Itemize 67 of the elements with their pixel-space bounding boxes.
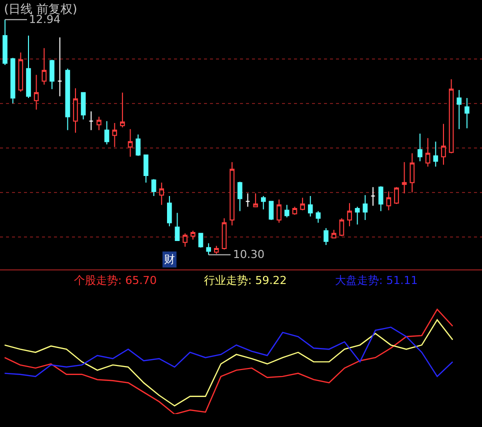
candlestick [378,186,384,212]
candlestick [339,218,344,237]
candlestick [260,195,266,210]
candlestick [151,178,156,196]
candlestick [80,92,86,120]
candlestick [190,230,196,240]
candlestick [10,57,16,104]
candlestick [128,128,133,158]
candlestick [18,52,24,92]
candlestick [418,133,422,162]
candlestick [464,98,470,129]
annotation: 10.30 [233,248,264,261]
candlestick [182,232,188,248]
candlestick [331,229,336,238]
candlestick [206,242,211,256]
candlestick [456,89,462,130]
candlestick [308,195,313,217]
candlestick [402,162,407,194]
candlestick [214,245,219,254]
candlestick [276,199,282,224]
candlestick [448,78,454,154]
candlestick [230,162,234,226]
candlestick [316,210,321,224]
candlestick [253,192,258,208]
candlestick [159,182,164,206]
candlestick [198,232,204,248]
candlestick [300,197,305,211]
text: 大盘走势: 51.11 [335,274,418,287]
candlestick [120,92,125,128]
candlestick [2,19,8,66]
candlestick [354,206,360,225]
chart-title: (日线 前复权) [4,2,78,16]
candlestick [96,116,102,131]
candlestick [433,141,438,168]
candlestick [441,123,446,166]
candlestick [34,74,39,110]
candlestick [174,212,180,242]
candlestick [370,186,376,206]
text: 个股走势: 65.70 [74,274,157,287]
text: 行业走势: 59.22 [204,274,287,287]
candlestick [104,120,110,145]
candlestick [167,195,172,227]
candlestick [57,36,62,97]
candlestick [284,204,290,218]
candlestick [144,154,148,184]
candlestick [362,194,368,221]
candlestick [88,110,94,131]
candlestick [112,122,118,148]
candlestick [347,202,352,227]
candlestick [268,200,274,221]
candlestick [222,218,227,250]
candlestick [410,152,415,193]
candlestick [65,68,70,131]
candlestick [136,134,141,156]
candlestick [73,88,78,134]
candlestick [292,206,298,216]
candlestick [50,59,54,90]
candlestick [245,192,250,208]
candlestick [394,186,399,205]
candlestick [237,181,242,212]
candlestick [42,48,47,86]
candlestick [324,228,328,246]
candlestick [386,191,392,211]
annotation: 12.94 [29,13,60,26]
candlestick [26,35,31,98]
candlestick [425,138,430,168]
annotation: 财 [164,253,175,266]
